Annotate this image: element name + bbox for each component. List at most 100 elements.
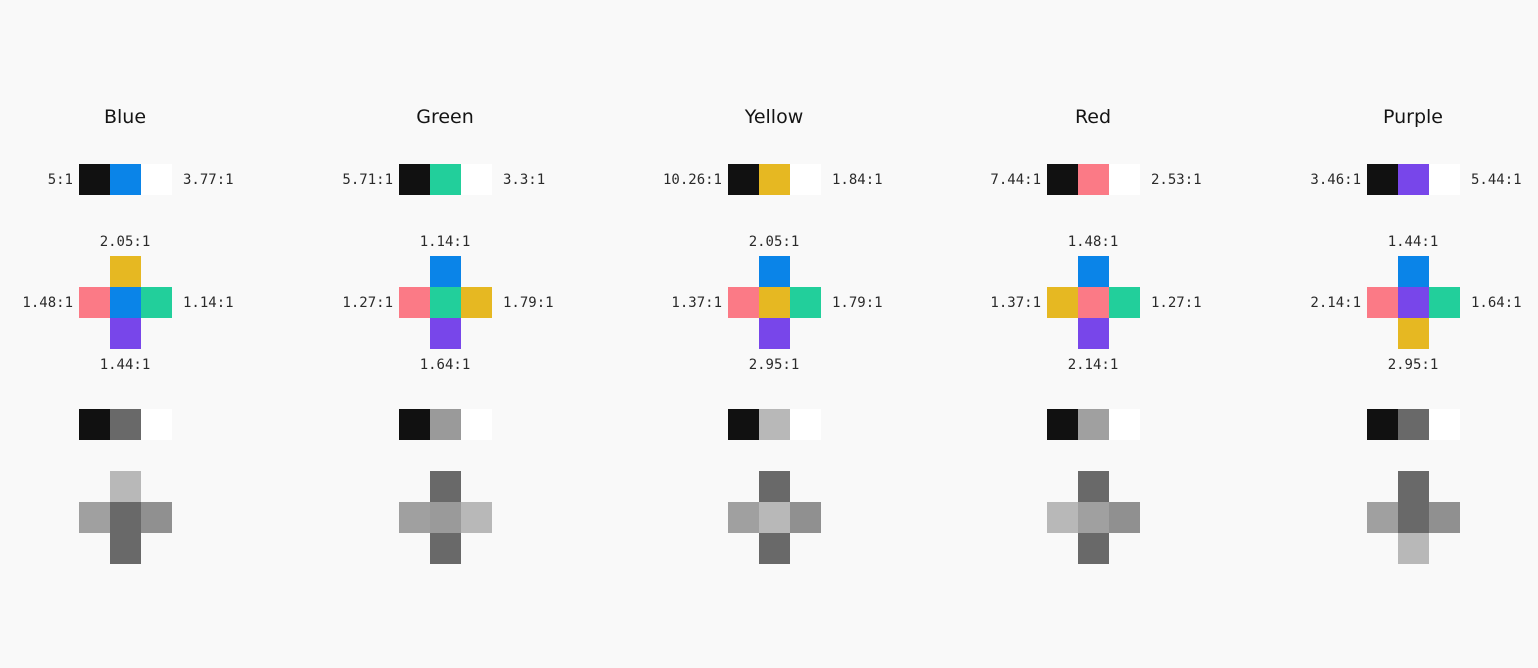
gray-cross-bottom-swatch (1078, 533, 1109, 564)
gray-cross-center-swatch (1398, 502, 1429, 533)
cross-ratio-right: 1.14:1 (183, 295, 234, 311)
contrast-ratio-black: 7.44:1 (990, 172, 1041, 188)
cross-ratio-bottom: 2.95:1 (748, 357, 800, 373)
cross-center-swatch (110, 287, 141, 318)
cross-ratio-left: 1.27:1 (342, 295, 393, 311)
gray-cross-left-swatch (399, 502, 430, 533)
contrast-ratio-black: 3.46:1 (1310, 172, 1361, 188)
color-column-blue: Blue 5:1 3.77:1 2.05:1 1.44:1 1.48:1 1.14:1 (22, 0, 379, 668)
black-swatch (79, 164, 110, 195)
cross-top-swatch (1398, 256, 1429, 287)
color-column-red: Red 7.44:1 2.53:1 1.48:1 2.14:1 1.37:1 1.27:1 (990, 0, 1347, 668)
cross-ratio-left: 1.37:1 (990, 295, 1041, 311)
gray-cross-bottom-swatch (759, 533, 790, 564)
gray-cross-left-swatch (1367, 502, 1398, 533)
column-title: Red (1074, 106, 1112, 128)
color-swatch (1398, 164, 1429, 195)
cross-ratio-left: 2.14:1 (1310, 295, 1361, 311)
cross-right-swatch (461, 287, 492, 318)
white-swatch (141, 164, 172, 195)
cross-center-swatch (430, 287, 461, 318)
cross-center-swatch (1078, 287, 1109, 318)
cross-top-swatch (430, 256, 461, 287)
color-swatch (110, 164, 141, 195)
cross-center-swatch (759, 287, 790, 318)
contrast-ratio-black: 5.71:1 (342, 172, 393, 188)
cross-center-swatch (1398, 287, 1429, 318)
column-title: Blue (103, 106, 147, 128)
color-swatch (1078, 164, 1109, 195)
black-swatch (399, 164, 430, 195)
contrast-ratio-white: 5.44:1 (1471, 172, 1522, 188)
gray-cross-right-swatch (141, 502, 172, 533)
cross-ratio-top: 1.48:1 (1067, 234, 1119, 250)
cross-ratio-right: 1.27:1 (1151, 295, 1202, 311)
cross-right-swatch (1429, 287, 1460, 318)
gray-white-swatch (790, 409, 821, 440)
gray-white-swatch (1109, 409, 1140, 440)
contrast-ratio-white: 2.53:1 (1151, 172, 1202, 188)
color-column-purple: Purple 3.46:1 5.44:1 1.44:1 2.95:1 2.14:1 1.64… (1310, 0, 1538, 668)
cross-top-swatch (1078, 256, 1109, 287)
column-title: Yellow (744, 106, 804, 128)
gray-cross-right-swatch (790, 502, 821, 533)
cross-ratio-right: 1.64:1 (1471, 295, 1522, 311)
white-swatch (1109, 164, 1140, 195)
gray-white-swatch (141, 409, 172, 440)
cross-right-swatch (141, 287, 172, 318)
gray-cross-center-swatch (759, 502, 790, 533)
cross-ratio-bottom: 2.95:1 (1387, 357, 1439, 373)
white-swatch (790, 164, 821, 195)
gray-black-swatch (1367, 409, 1398, 440)
cross-ratio-right: 1.79:1 (832, 295, 883, 311)
cross-right-swatch (790, 287, 821, 318)
cross-left-swatch (1047, 287, 1078, 318)
gray-cross-left-swatch (728, 502, 759, 533)
contrast-ratio-white: 3.77:1 (183, 172, 234, 188)
cross-ratio-top: 1.14:1 (419, 234, 471, 250)
cross-left-swatch (1367, 287, 1398, 318)
cross-bottom-swatch (110, 318, 141, 349)
gray-cross-center-swatch (430, 502, 461, 533)
cross-right-swatch (1109, 287, 1140, 318)
cross-left-swatch (728, 287, 759, 318)
cross-ratio-right: 1.79:1 (503, 295, 554, 311)
contrast-ratio-black: 10.26:1 (662, 172, 722, 188)
cross-bottom-swatch (1078, 318, 1109, 349)
gray-black-swatch (728, 409, 759, 440)
gray-cross-right-swatch (461, 502, 492, 533)
gray-cross-top-swatch (430, 471, 461, 502)
gray-color-swatch (1078, 409, 1109, 440)
gray-cross-top-swatch (1398, 471, 1429, 502)
column-title: Purple (1382, 106, 1443, 128)
gray-cross-bottom-swatch (1398, 533, 1429, 564)
gray-cross-left-swatch (1047, 502, 1078, 533)
cross-bottom-swatch (430, 318, 461, 349)
gray-cross-center-swatch (1078, 502, 1109, 533)
cross-bottom-swatch (1398, 318, 1429, 349)
cross-ratio-top: 2.05:1 (748, 234, 800, 250)
black-swatch (728, 164, 759, 195)
color-swatch (430, 164, 461, 195)
gray-color-swatch (110, 409, 141, 440)
black-swatch (1047, 164, 1078, 195)
gray-black-swatch (79, 409, 110, 440)
black-swatch (1367, 164, 1398, 195)
cross-ratio-bottom: 2.14:1 (1067, 357, 1119, 373)
color-swatch (759, 164, 790, 195)
cross-top-swatch (110, 256, 141, 287)
gray-color-swatch (430, 409, 461, 440)
gray-cross-center-swatch (110, 502, 141, 533)
column-title: Green (416, 106, 474, 128)
color-column-yellow: Yellow 10.26:1 1.84:1 2.05:1 2.95:1 1.37:1 1.7… (663, 0, 1028, 668)
gray-cross-top-swatch (759, 471, 790, 502)
gray-black-swatch (399, 409, 430, 440)
gray-color-swatch (759, 409, 790, 440)
gray-cross-right-swatch (1109, 502, 1140, 533)
gray-cross-right-swatch (1429, 502, 1460, 533)
gray-white-swatch (461, 409, 492, 440)
white-swatch (461, 164, 492, 195)
gray-black-swatch (1047, 409, 1078, 440)
contrast-ratio-white: 1.84:1 (832, 172, 883, 188)
contrast-ratio-white: 3.3:1 (503, 172, 546, 188)
